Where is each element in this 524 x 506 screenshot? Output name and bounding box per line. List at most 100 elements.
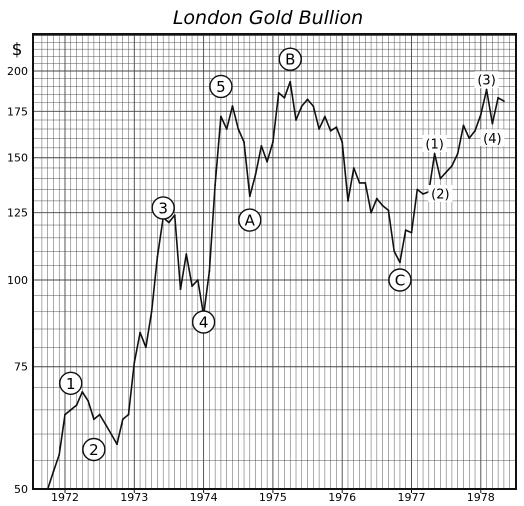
- price-point: [347, 199, 349, 202]
- price-point: [150, 310, 153, 313]
- price-point: [399, 261, 401, 264]
- wave-label-text: 4: [199, 313, 209, 331]
- wave-label-background: [480, 129, 505, 147]
- wave-label-4: 4: [191, 310, 216, 334]
- price-point: [295, 119, 297, 121]
- y-tick-label: 50: [14, 483, 28, 496]
- price-point: [243, 141, 245, 143]
- wave-label-circle: [191, 310, 216, 334]
- price-point: [335, 126, 338, 129]
- price-point: [98, 413, 101, 416]
- wave-label-background: [422, 134, 447, 152]
- price-point: [462, 124, 465, 127]
- price-point: [52, 470, 55, 473]
- price-point: [254, 173, 257, 176]
- price-points: [46, 80, 505, 490]
- price-point: [237, 128, 240, 130]
- price-point: [474, 129, 476, 132]
- price-point: [64, 413, 66, 416]
- wave-label-circle: [238, 208, 262, 232]
- price-point: [479, 113, 482, 116]
- price-point: [92, 418, 95, 421]
- x-tick-label: 1975: [259, 491, 287, 504]
- wave-label-circle: [278, 47, 302, 71]
- wave-label-text: C: [395, 272, 405, 290]
- wave-annotations: 1 2 3 4 5 A B C (1) (2) (3) (4): [59, 47, 505, 462]
- price-point: [375, 197, 378, 200]
- y-axis-unit-label: $: [12, 40, 23, 60]
- wave-label-subwave: (4): [483, 132, 501, 147]
- wave-label-circle: [388, 268, 412, 292]
- price-point: [121, 418, 124, 421]
- wave-label-circle: [59, 371, 83, 395]
- wave-label-background: [428, 185, 453, 203]
- price-point: [110, 433, 113, 435]
- price-point: [433, 152, 436, 155]
- price-point: [75, 404, 78, 407]
- price-point: [69, 408, 72, 411]
- price-point: [422, 193, 424, 195]
- price-point: [139, 331, 141, 334]
- price-point: [260, 145, 263, 147]
- price-point: [300, 105, 303, 108]
- price-point: [196, 279, 199, 281]
- wave-label-text: A: [245, 212, 256, 230]
- y-tick-label: 100: [7, 274, 28, 287]
- price-point: [410, 231, 413, 234]
- price-point: [364, 181, 367, 184]
- price-point: [225, 128, 228, 130]
- y-tick-label: 175: [7, 105, 28, 118]
- wave-label-2: 2: [82, 437, 106, 462]
- price-point: [58, 453, 61, 456]
- chart-title: London Gold Bullion: [173, 7, 363, 29]
- y-axis: 50 75 100 125 150 175 200: [7, 65, 28, 496]
- wave-label-text: 2: [89, 441, 99, 459]
- price-point: [318, 128, 320, 130]
- wave-label-subwave: (3): [477, 74, 495, 89]
- price-point: [289, 80, 292, 83]
- price-point: [168, 221, 170, 224]
- price-point: [445, 171, 448, 174]
- price-point: [485, 88, 488, 91]
- chart-grid: [33, 34, 516, 490]
- price-point: [370, 211, 372, 214]
- price-point: [352, 167, 355, 169]
- wave-label-subwave: (2): [431, 188, 449, 203]
- price-point: [329, 129, 332, 132]
- price-point: [214, 184, 217, 186]
- price-point: [503, 100, 505, 102]
- wave-label-3: 3: [151, 196, 175, 220]
- price-point: [46, 488, 49, 490]
- price-point: [231, 105, 234, 108]
- price-point: [323, 115, 326, 118]
- price-point: [220, 115, 222, 118]
- price-point: [451, 164, 453, 167]
- x-tick-label: 1977: [398, 491, 426, 504]
- price-point: [191, 285, 193, 287]
- wave-label-text: 3: [158, 199, 168, 217]
- x-axis: 1972 1973 1974 1975 1976 1977 1978: [51, 489, 495, 504]
- price-point: [272, 141, 274, 143]
- price-point: [358, 181, 361, 184]
- price-point: [393, 250, 396, 253]
- wave-label-c: C: [388, 268, 412, 292]
- price-point: [283, 96, 286, 99]
- wave-label-a: A: [238, 208, 262, 232]
- price-point: [306, 98, 309, 101]
- y-tick-label: 200: [7, 65, 28, 78]
- price-point: [456, 152, 459, 155]
- price-point: [116, 443, 118, 446]
- wave-label-5: 5: [209, 74, 233, 99]
- price-point: [104, 423, 107, 426]
- y-tick-label: 75: [14, 361, 28, 374]
- price-point: [208, 270, 211, 272]
- price-point: [341, 141, 344, 143]
- gold-price-line: [46, 80, 505, 490]
- price-point: [312, 105, 315, 108]
- price-point: [468, 137, 471, 140]
- x-tick-label: 1974: [190, 491, 218, 504]
- price-point: [416, 188, 419, 191]
- plot-frame: [32, 33, 517, 490]
- x-tick-label: 1973: [120, 491, 148, 504]
- price-point: [179, 288, 182, 291]
